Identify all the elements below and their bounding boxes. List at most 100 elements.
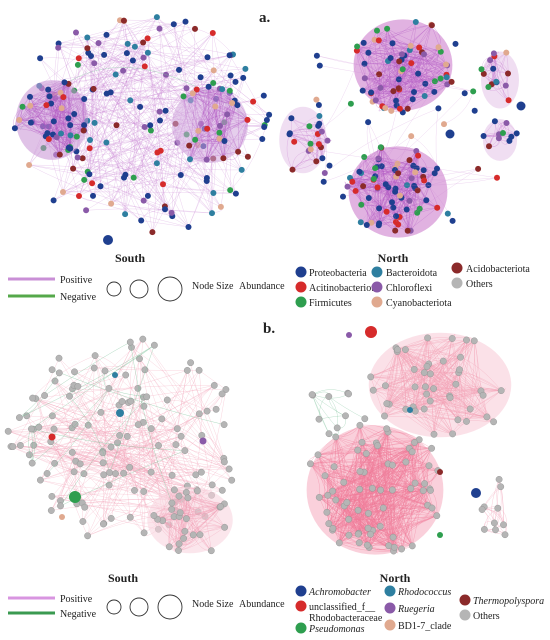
- network-edge: [310, 431, 389, 465]
- network-node: [183, 366, 191, 374]
- network-edge: [390, 57, 447, 65]
- network-node: [227, 72, 234, 79]
- network-edge: [370, 51, 441, 93]
- network-edge: [32, 388, 110, 464]
- network-node: [502, 82, 509, 89]
- network-node: [415, 70, 422, 77]
- network-edge: [203, 86, 209, 129]
- network-node: [85, 49, 92, 56]
- network-node: [406, 157, 413, 164]
- highlight-node: [48, 433, 56, 441]
- network-node: [431, 78, 438, 85]
- network-node: [365, 49, 372, 56]
- network-edge: [129, 467, 188, 487]
- network-node: [182, 18, 189, 25]
- network-node: [45, 86, 52, 93]
- network-node: [382, 105, 389, 111]
- network-node: [448, 335, 456, 342]
- network-edge: [433, 361, 444, 435]
- network-edge: [357, 46, 402, 72]
- network-edge: [366, 453, 384, 509]
- network-edge: [371, 159, 410, 223]
- network-node: [217, 122, 223, 129]
- network-edge: [362, 24, 432, 91]
- legend-negative-label: Negative: [60, 292, 97, 303]
- panel-b-south-network: [4, 335, 236, 555]
- network-node: [340, 193, 346, 200]
- network-node: [177, 172, 184, 178]
- network-edge: [223, 90, 231, 142]
- network-node: [226, 87, 233, 94]
- network-node: [439, 357, 447, 365]
- network-node: [428, 22, 435, 29]
- network-node: [323, 508, 331, 516]
- network-edge: [395, 51, 441, 101]
- network-edge: [372, 64, 447, 102]
- network-node: [221, 138, 228, 144]
- network-edge: [374, 147, 382, 226]
- network-edge: [355, 190, 396, 231]
- network-node: [126, 463, 134, 471]
- network-edge: [393, 507, 433, 538]
- network-edge: [142, 338, 230, 470]
- network-edge: [323, 135, 412, 182]
- network-node: [75, 55, 82, 62]
- taxon-swatch-cyanobacteriota: [371, 296, 383, 308]
- network-edge: [134, 436, 182, 491]
- network-node: [195, 366, 203, 374]
- network-node: [71, 111, 78, 117]
- network-node: [226, 52, 233, 59]
- network-node: [61, 79, 68, 86]
- network-node: [393, 97, 400, 104]
- network-edge: [382, 71, 402, 107]
- network-edge: [78, 42, 144, 197]
- network-edge: [89, 34, 107, 141]
- network-edge: [326, 463, 389, 513]
- network-node: [122, 211, 129, 218]
- network-edge: [356, 50, 435, 82]
- network-node: [408, 133, 415, 140]
- network-edge: [394, 490, 424, 548]
- network-node: [127, 397, 135, 405]
- taxon-swatch-others-b: [459, 609, 471, 621]
- network-edge: [391, 155, 419, 203]
- network-node: [224, 111, 231, 118]
- network-node: [180, 535, 188, 542]
- network-edge: [395, 52, 423, 101]
- network-edge: [35, 398, 212, 496]
- network-edge: [77, 157, 181, 176]
- network-node: [343, 499, 351, 506]
- network-edge: [364, 77, 413, 100]
- network-node: [74, 154, 81, 161]
- network-node: [51, 377, 59, 385]
- network-edge: [29, 96, 84, 131]
- network-edge: [103, 413, 200, 476]
- network-edge: [141, 220, 189, 228]
- network-node: [333, 424, 341, 432]
- network-edge: [68, 83, 71, 148]
- network-node: [483, 413, 491, 421]
- network-edge: [62, 134, 187, 193]
- network-edge: [82, 69, 180, 159]
- network-edge: [375, 176, 397, 217]
- network-edge: [380, 64, 447, 89]
- network-edge: [373, 93, 465, 180]
- network-node: [176, 66, 182, 73]
- network-node: [289, 166, 296, 173]
- network-node: [9, 443, 17, 450]
- network-node: [398, 51, 405, 58]
- network-node: [365, 195, 372, 201]
- network-node: [170, 21, 177, 28]
- network-node: [307, 146, 314, 153]
- network-edge: [54, 380, 144, 423]
- network-edge: [133, 77, 201, 178]
- network-node: [363, 222, 370, 228]
- network-edge: [399, 47, 439, 109]
- network-node: [324, 491, 332, 499]
- network-node: [364, 524, 372, 532]
- network-edge: [82, 397, 144, 522]
- network-edge: [388, 349, 406, 405]
- network-edge: [62, 74, 167, 193]
- network-edge: [40, 428, 178, 481]
- network-node: [105, 384, 113, 392]
